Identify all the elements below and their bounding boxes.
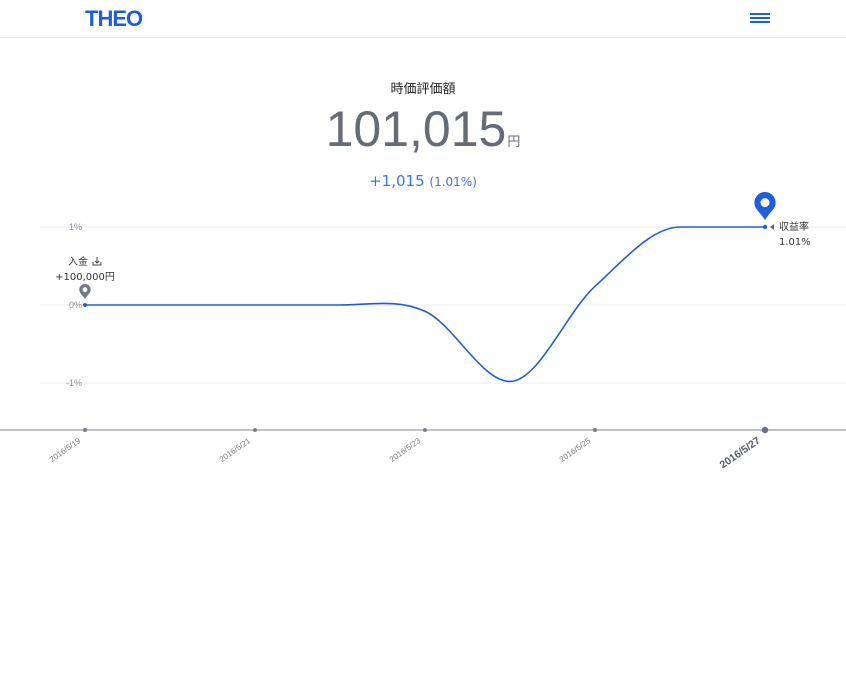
- x-tick: [593, 428, 597, 432]
- hamburger-icon[interactable]: [748, 10, 772, 26]
- x-tick-label: 2016/5/21: [218, 436, 253, 464]
- data-point-start[interactable]: [83, 303, 87, 307]
- data-point-end[interactable]: [762, 224, 768, 230]
- x-tick: [253, 428, 257, 432]
- currency-unit: 円: [507, 134, 521, 149]
- series-line: [85, 226, 765, 383]
- pointer-triangle-icon: [770, 224, 774, 230]
- x-tick-label: 2016/5/19: [48, 436, 83, 464]
- y-tick-label: 1%: [69, 222, 82, 232]
- x-tick: [761, 426, 769, 434]
- download-icon: [92, 257, 102, 266]
- current-marker-pin-icon[interactable]: [754, 192, 776, 220]
- deposit-title: 入金: [68, 255, 88, 268]
- theo-logo[interactable]: THEO: [85, 6, 143, 31]
- x-tick-label: 2016/5/25: [558, 436, 593, 464]
- x-tick-label: 2016/5/23: [388, 436, 423, 464]
- valuation-label: 時価評価額: [390, 82, 456, 97]
- deposit-amount: +100,000円: [55, 272, 115, 283]
- return-rate-value: 1.01%: [779, 237, 811, 248]
- app-header: THEO: [0, 0, 846, 38]
- x-tick: [423, 428, 427, 432]
- y-tick-label: -1%: [66, 378, 82, 388]
- valuation-summary: 時価評価額 101,015円 +1,015 (1.01%): [0, 78, 846, 190]
- x-tick-label: 2016/5/27: [718, 435, 763, 472]
- change-amount: +1,015: [369, 172, 425, 190]
- change-percent: (1.01%): [429, 175, 477, 189]
- y-tick-label: 0%: [69, 300, 82, 310]
- valuation-value: 101,015: [325, 101, 507, 157]
- valuation-amount: 101,015円: [0, 103, 846, 168]
- x-tick: [83, 428, 87, 432]
- valuation-change: +1,015 (1.01%): [0, 172, 846, 190]
- deposit-marker-pin-icon[interactable]: [79, 283, 91, 299]
- return-rate-title: 収益率: [779, 220, 809, 233]
